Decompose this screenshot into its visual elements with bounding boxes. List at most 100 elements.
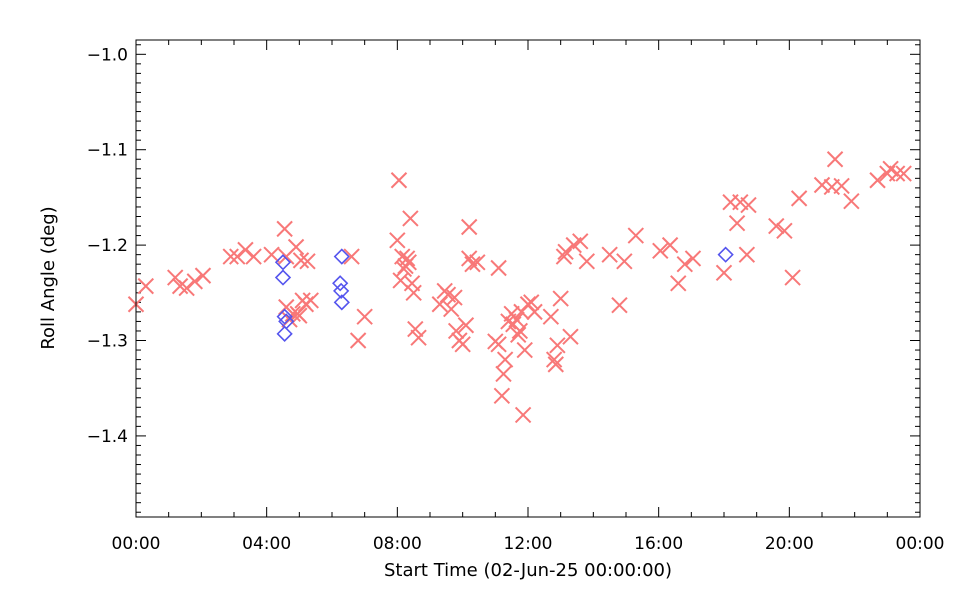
data-point-x	[137, 277, 155, 295]
data-point-x	[776, 222, 793, 240]
data-point-x	[888, 165, 906, 182]
x-tick-label: 16:00	[634, 534, 683, 554]
data-point-x	[523, 294, 540, 311]
data-point-x	[511, 322, 529, 340]
data-point-x	[684, 250, 702, 267]
data-point-diamond	[276, 325, 293, 342]
data-marks	[127, 151, 912, 424]
data-point-x	[284, 305, 302, 323]
data-point-x	[400, 254, 417, 271]
data-point-x	[895, 165, 912, 182]
x-tick-label: 00:00	[896, 534, 945, 554]
y-tick-label: −1.0	[87, 45, 128, 65]
data-point-x	[390, 172, 408, 189]
data-point-x	[186, 273, 204, 290]
data-point-x	[194, 267, 212, 284]
data-point-x	[245, 248, 262, 265]
data-point-diamond	[333, 282, 350, 300]
data-point-x	[768, 217, 785, 235]
data-point-x	[813, 176, 831, 194]
data-point-x	[446, 289, 463, 306]
data-point-x	[410, 329, 427, 346]
data-point-x	[237, 241, 254, 259]
data-point-x	[826, 151, 844, 168]
data-point-x	[509, 326, 527, 343]
data-point-x	[349, 332, 367, 349]
data-point-x	[222, 248, 239, 265]
data-point-x	[495, 365, 512, 383]
data-point-x	[389, 232, 406, 249]
data-point-x	[454, 336, 471, 353]
data-point-x	[869, 172, 886, 189]
data-point-x	[740, 196, 757, 214]
data-point-x	[405, 284, 422, 302]
data-point-x	[715, 264, 733, 281]
data-point-x	[557, 243, 574, 260]
data-point-x	[447, 322, 465, 340]
data-point-x	[287, 238, 305, 256]
data-point-x	[493, 387, 511, 405]
data-point-x	[299, 253, 316, 270]
data-point-x	[549, 337, 566, 354]
data-point-x	[516, 341, 533, 359]
data-point-x	[302, 292, 319, 309]
x-tick-label: 00:00	[112, 534, 161, 554]
data-point-diamond	[717, 246, 734, 263]
data-point-x	[738, 246, 756, 263]
data-point-x	[291, 307, 308, 324]
data-point-x	[178, 279, 195, 297]
data-point-diamond	[333, 248, 350, 265]
data-point-diamond	[274, 269, 292, 286]
data-point-x	[490, 259, 507, 277]
data-point-x	[402, 210, 419, 227]
data-point-x	[490, 336, 507, 353]
data-point-x	[728, 214, 746, 232]
x-tick-label: 04:00	[242, 534, 291, 554]
y-axis-title: Roll Angle (deg)	[38, 206, 59, 349]
data-point-x	[833, 177, 850, 195]
data-point-x	[676, 255, 694, 273]
data-point-x	[552, 290, 569, 307]
data-point-x	[545, 351, 563, 368]
data-point-x	[562, 328, 579, 345]
x-axis-title: Start Time (02-Jun-25 00:00:00)	[384, 560, 672, 581]
data-point-x	[526, 303, 543, 321]
data-point-x	[627, 227, 645, 244]
data-point-x	[578, 253, 596, 270]
data-point-x	[547, 356, 564, 373]
data-point-x	[784, 269, 801, 286]
data-point-x	[661, 236, 679, 254]
data-point-x	[555, 248, 573, 265]
data-point-x	[469, 254, 486, 271]
data-point-x	[276, 220, 293, 238]
data-point-x	[790, 190, 808, 207]
data-point-x	[392, 272, 409, 289]
data-point-diamond	[276, 308, 293, 325]
data-point-x	[542, 308, 560, 325]
data-point-x	[229, 248, 246, 265]
data-point-x	[171, 277, 189, 295]
data-point-x	[601, 246, 618, 263]
data-point-x	[611, 297, 628, 314]
data-point-x	[508, 311, 525, 328]
data-point-x	[496, 351, 514, 368]
data-point-x	[460, 218, 478, 236]
y-tick-label: −1.3	[87, 332, 128, 352]
x-tick-label: 12:00	[504, 534, 553, 554]
y-tick-label: −1.4	[87, 427, 128, 447]
data-point-x	[572, 233, 589, 250]
data-point-x	[464, 255, 481, 273]
data-point-x	[514, 406, 532, 424]
data-point-diamond	[274, 254, 292, 271]
data-point-x	[343, 248, 360, 265]
plot-frame	[135, 39, 921, 518]
data-point-x	[398, 250, 416, 267]
axis-ticks: 00:00 04:00 08:00 12:00 16:00 20:00 00:00 −1.4 −…	[87, 40, 945, 554]
data-point-x	[263, 246, 280, 263]
data-point-x	[356, 308, 373, 325]
data-point-x	[616, 253, 633, 270]
data-point-diamond	[332, 275, 349, 292]
x-tick-label: 08:00	[373, 534, 422, 554]
data-point-x	[843, 193, 860, 210]
